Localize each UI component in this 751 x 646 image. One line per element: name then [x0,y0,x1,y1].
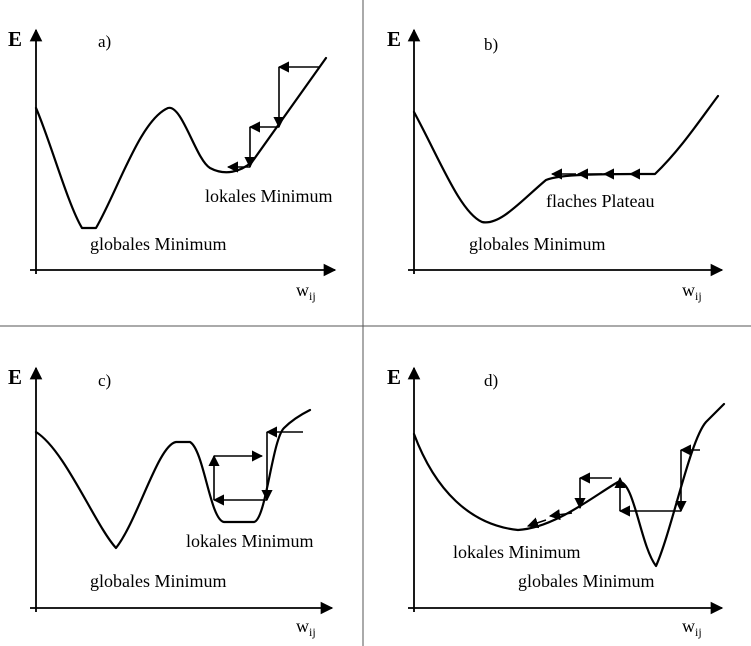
panel-b: E wij b) flaches Plateau globales Minimu… [387,27,724,303]
panel-c-y-label: E [8,365,22,389]
panel-c-letter: c) [98,371,111,390]
panel-b-x-label: wij [682,280,702,303]
panel-a-local-minimum-label: lokales Minimum [205,186,333,206]
panel-b-letter: b) [484,35,498,54]
panel-d-error-curve [412,402,726,568]
panel-c: E wij c) lokales Minimum globales Minimu… [8,365,334,639]
panel-c-local-minimum-label: lokales Minimum [186,531,314,551]
panel-c-error-curve [34,408,312,550]
panel-b-plateau-label: flaches Plateau [546,191,654,211]
panel-d-local-minimum-label: lokales Minimum [453,542,581,562]
panel-b-error-curve [412,94,720,224]
panel-b-y-label: E [387,27,401,51]
panel-a-x-label: wij [296,280,316,303]
panel-a-descent-steps [226,61,320,173]
panel-d-y-label: E [387,365,401,389]
panel-c-descent-steps [208,426,303,506]
panel-a-global-minimum-label: globales Minimum [90,234,227,254]
panel-d-x-label: wij [682,616,702,639]
panel-a-error-curve [34,56,328,230]
panel-d-global-minimum-label: globales Minimum [518,571,655,591]
panel-b-global-minimum-label: globales Minimum [469,234,606,254]
panel-d-letter: d) [484,371,498,390]
panel-d-descent-steps [526,444,700,529]
panel-a-y-label: E [8,27,22,51]
panel-a-letter: a) [98,32,111,51]
panel-c-global-minimum-label: globales Minimum [90,571,227,591]
panel-a: E wij a) lokales Minimum globales Minimu… [8,27,337,303]
panel-d: E wij d) lokales Minimum globales Minimu… [387,365,726,639]
panel-c-x-label: wij [296,616,316,639]
